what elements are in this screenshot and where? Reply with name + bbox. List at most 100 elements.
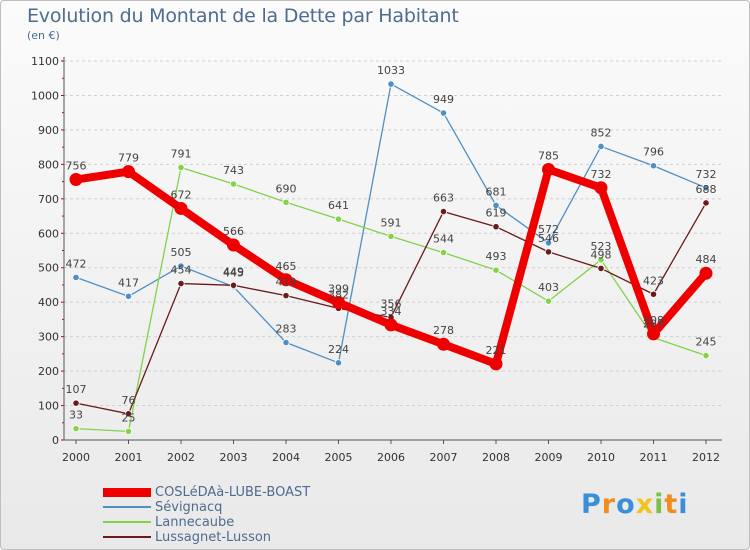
data-point — [544, 248, 553, 256]
data-label: 663 — [433, 192, 454, 205]
data-label: 791 — [171, 147, 192, 160]
y-tick-label: 300 — [38, 331, 59, 344]
data-point — [334, 359, 343, 367]
data-point — [282, 338, 290, 347]
data-point — [439, 248, 448, 257]
data-label: 690 — [276, 182, 297, 195]
data-point — [492, 201, 500, 209]
x-tick-label: 2006 — [377, 451, 405, 464]
x-tick-label: 2002 — [167, 451, 195, 464]
y-tick-label: 200 — [38, 365, 59, 378]
data-point — [124, 292, 133, 300]
data-point — [387, 80, 395, 88]
data-label: 449 — [223, 265, 244, 278]
x-tick-label: 2003 — [220, 451, 248, 464]
logo-letter: r — [601, 489, 617, 520]
data-point — [122, 165, 135, 179]
data-label: 852 — [591, 126, 612, 139]
x-tick-label: 2010 — [587, 451, 615, 464]
data-label: 334 — [381, 305, 402, 318]
y-tick-label: 0 — [52, 434, 59, 447]
data-label: 445 — [223, 267, 244, 280]
y-tick-label: 1000 — [31, 89, 59, 102]
data-label: 382 — [328, 288, 349, 301]
data-label: 33 — [69, 409, 83, 422]
x-tick-label: 2012 — [692, 451, 720, 464]
y-tick-label: 100 — [38, 400, 59, 413]
legend-label: Lannecaube — [155, 515, 235, 530]
x-tick-label: 2001 — [115, 451, 143, 464]
y-tick-label: 700 — [38, 193, 59, 206]
data-label: 308 — [643, 314, 664, 327]
data-label: 546 — [538, 232, 559, 245]
y-tick-label: 400 — [38, 296, 59, 309]
data-point — [227, 238, 240, 252]
data-label: 619 — [486, 207, 507, 220]
data-label: 949 — [433, 93, 454, 106]
data-point — [702, 351, 710, 360]
legend-swatch — [103, 521, 151, 523]
data-label: 278 — [433, 324, 454, 337]
data-point — [594, 181, 608, 195]
logo-letter: x — [635, 489, 655, 520]
data-label: 756 — [66, 160, 87, 173]
data-label: 454 — [171, 264, 192, 277]
data-label: 498 — [591, 248, 612, 261]
data-point — [597, 256, 605, 264]
data-label: 572 — [538, 223, 559, 236]
data-label: 681 — [486, 185, 507, 198]
data-point — [542, 163, 555, 177]
data-label: 417 — [118, 276, 139, 289]
data-point — [439, 207, 448, 216]
logo-letter: i — [654, 489, 665, 520]
logo-letter: o — [616, 489, 636, 520]
data-point — [124, 427, 133, 435]
data-point — [702, 184, 710, 192]
data-label: 484 — [696, 253, 717, 266]
data-label: 224 — [328, 343, 349, 356]
data-label: 245 — [696, 336, 717, 349]
legend-swatch — [103, 488, 151, 497]
data-label: 1033 — [377, 64, 405, 77]
x-tick-label: 2005 — [325, 451, 353, 464]
logo-letter: i — [678, 489, 689, 520]
data-point — [387, 232, 395, 240]
data-label: 672 — [171, 188, 192, 201]
data-label: 283 — [276, 322, 297, 335]
data-point — [69, 173, 83, 187]
data-point — [177, 279, 185, 288]
data-label: 505 — [171, 246, 192, 259]
data-point — [72, 399, 80, 407]
x-tick-label: 2008 — [482, 451, 510, 464]
data-label: 403 — [538, 281, 559, 294]
data-label: 732 — [696, 168, 717, 181]
data-label: 523 — [591, 240, 612, 253]
data-label: 743 — [223, 164, 244, 177]
data-label: 399 — [328, 283, 349, 296]
legend-label: Sévignacq — [155, 500, 223, 515]
data-point — [489, 357, 503, 371]
data-label: 732 — [591, 168, 612, 181]
y-tick-label: 1100 — [31, 55, 59, 68]
data-point — [124, 410, 133, 418]
data-label: 796 — [643, 146, 664, 159]
legend-swatch — [103, 506, 151, 508]
y-tick-label: 600 — [38, 227, 59, 240]
data-point — [229, 281, 238, 289]
data-label: 76 — [122, 394, 136, 407]
data-label: 641 — [328, 199, 349, 212]
data-label: 107 — [66, 383, 87, 396]
legend-label: Lussagnet-Lusson — [155, 530, 272, 545]
data-point — [699, 266, 713, 280]
chart-unit: (en €) — [27, 29, 60, 42]
data-label: 221 — [486, 344, 507, 357]
logo-letter: P — [581, 489, 602, 520]
data-label: 591 — [381, 216, 402, 229]
data-point — [597, 142, 605, 151]
data-point — [649, 162, 658, 170]
data-point — [439, 109, 448, 117]
chart-title: Evolution du Montant de la Dette par Hab… — [27, 5, 459, 27]
legend-label: COSLéDAà-LUBE-BOAST — [155, 485, 311, 500]
